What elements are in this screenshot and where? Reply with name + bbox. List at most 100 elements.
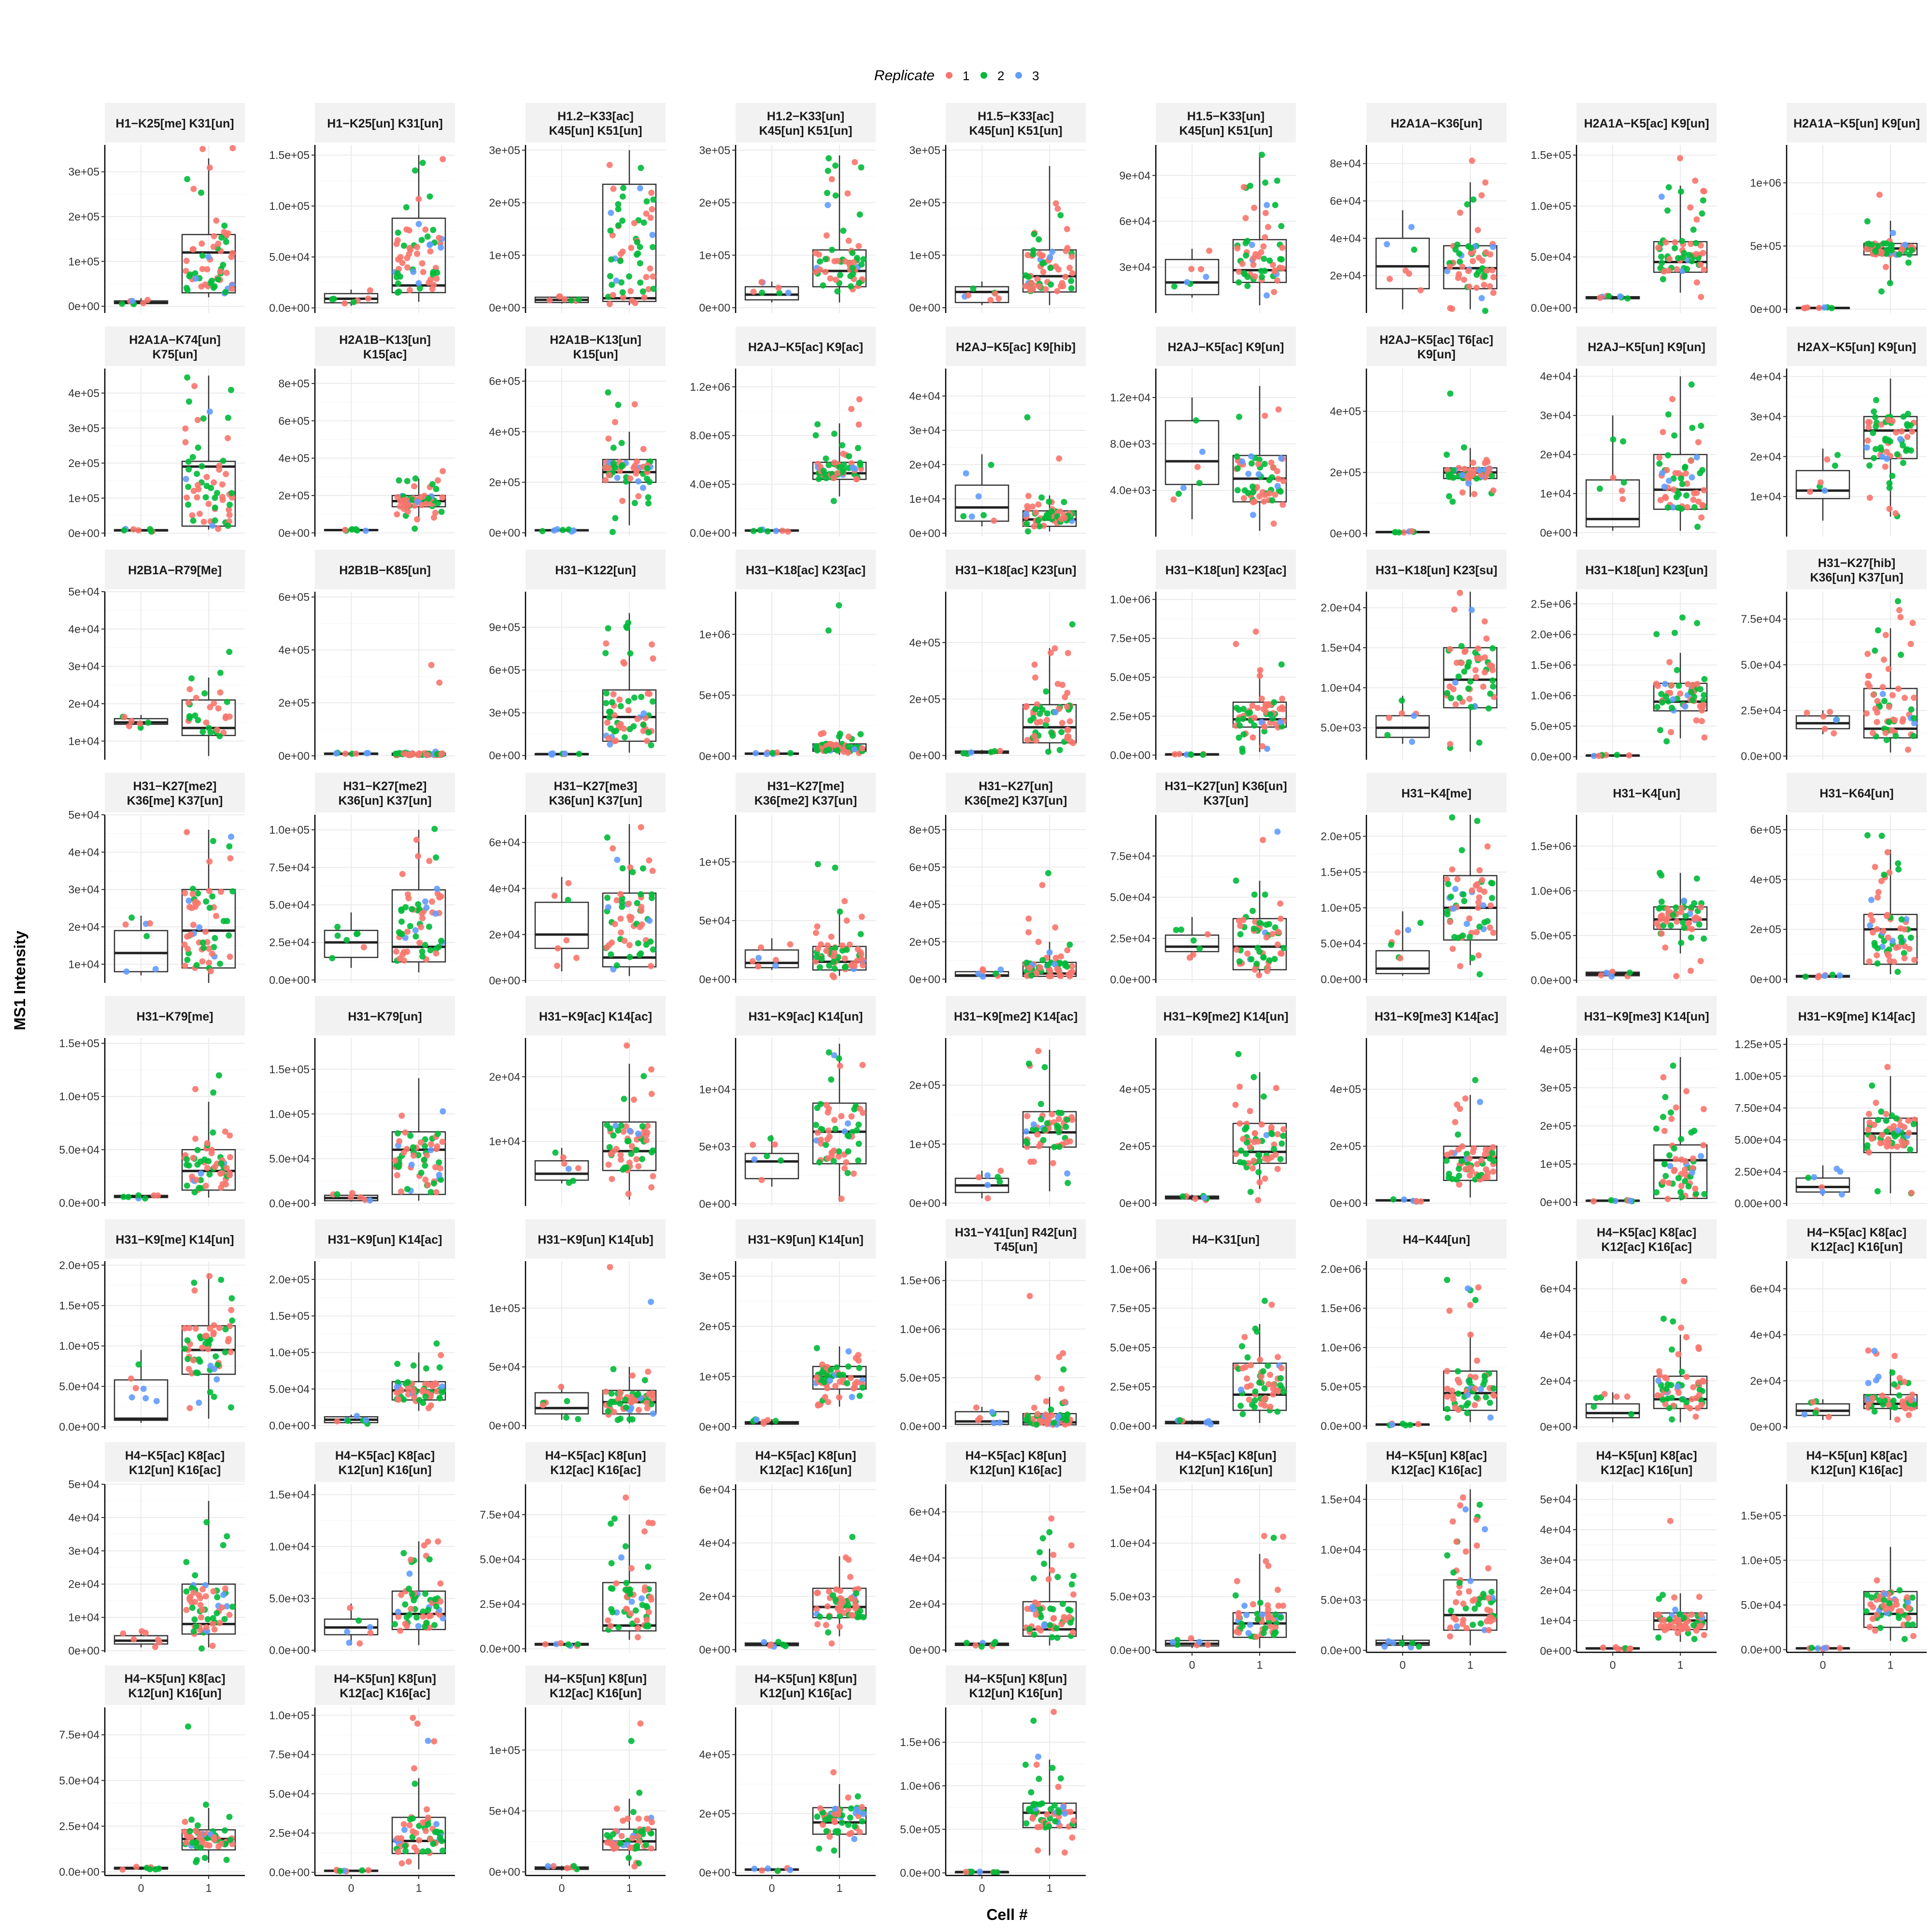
- data-point: [1455, 673, 1462, 680]
- data-point: [1056, 455, 1063, 462]
- data-point: [1234, 465, 1241, 472]
- data-point: [1485, 705, 1492, 712]
- data-point: [1701, 734, 1708, 741]
- data-point: [1259, 273, 1265, 280]
- data-point: [1406, 270, 1412, 277]
- y-tick-label: 2.0e+05: [1321, 830, 1361, 842]
- data-point: [1477, 971, 1483, 978]
- data-point: [1237, 1386, 1244, 1393]
- data-point: [1452, 886, 1459, 893]
- data-point: [1700, 1142, 1707, 1149]
- data-point: [620, 659, 627, 666]
- data-point: [823, 232, 830, 239]
- legend-key-1: [946, 72, 952, 79]
- data-point: [860, 962, 867, 969]
- data-point: [1274, 1408, 1281, 1415]
- data-point: [556, 293, 563, 300]
- data-point: [628, 244, 635, 251]
- data-point: [1701, 692, 1707, 698]
- data-point: [1262, 724, 1268, 730]
- data-point: [830, 475, 837, 482]
- data-point: [645, 1368, 652, 1375]
- data-point: [1475, 1284, 1482, 1291]
- data-point: [856, 396, 863, 403]
- data-point: [1475, 227, 1481, 233]
- data-point: [825, 1049, 832, 1056]
- data-point: [190, 922, 197, 928]
- data-point: [610, 691, 617, 697]
- data-point: [839, 442, 846, 449]
- data-point: [393, 241, 400, 247]
- data-point: [147, 526, 154, 533]
- facet-strip: [736, 550, 876, 589]
- y-tick-label: 2.5e+05: [1110, 1380, 1151, 1393]
- data-point: [1259, 152, 1265, 158]
- data-point: [440, 1108, 446, 1115]
- data-point: [1458, 643, 1465, 650]
- data-point: [398, 1188, 405, 1195]
- y-tick-label: 1.0e+06: [1321, 1341, 1361, 1354]
- data-point: [992, 290, 998, 297]
- data-point: [623, 1404, 629, 1411]
- data-point: [830, 497, 837, 504]
- data-point: [1457, 963, 1463, 969]
- data-point: [1697, 242, 1704, 249]
- data-point: [1619, 496, 1626, 502]
- data-point: [1481, 888, 1488, 895]
- data-point: [621, 725, 627, 732]
- data-point: [1676, 682, 1682, 689]
- y-tick-label: 0e+00: [909, 749, 940, 762]
- data-point: [827, 275, 834, 282]
- data-point: [831, 974, 838, 980]
- data-point: [224, 918, 230, 924]
- data-point: [1069, 968, 1076, 975]
- data-point: [1244, 273, 1251, 280]
- data-point: [750, 288, 757, 295]
- data-point: [1450, 686, 1457, 693]
- data-point: [202, 281, 209, 288]
- data-point: [824, 1385, 831, 1392]
- data-point: [409, 497, 416, 503]
- y-tick-label: 1.0e+05: [59, 1340, 99, 1352]
- data-point: [771, 1141, 778, 1148]
- facet-title: H1.5−K33[un]: [1187, 110, 1264, 123]
- data-point: [329, 296, 336, 303]
- data-point: [540, 1402, 546, 1408]
- data-point: [211, 1366, 217, 1373]
- data-point: [1865, 419, 1872, 426]
- data-point: [565, 1165, 572, 1172]
- data-point: [1069, 270, 1076, 277]
- data-point: [1034, 1131, 1041, 1138]
- data-point: [1661, 1161, 1668, 1167]
- data-point: [1678, 1136, 1685, 1142]
- data-point: [225, 435, 231, 441]
- data-point: [400, 242, 407, 249]
- data-point: [750, 1141, 756, 1148]
- data-point: [194, 1161, 201, 1168]
- facet-strip: [946, 550, 1086, 589]
- data-point: [228, 285, 235, 292]
- facet-title: H31−K27[un]: [979, 780, 1053, 793]
- data-point: [199, 958, 206, 965]
- data-point: [1171, 283, 1178, 290]
- data-point: [415, 853, 422, 860]
- y-tick-label: 1e+05: [68, 255, 99, 268]
- data-point: [1689, 425, 1696, 431]
- data-point: [1478, 295, 1485, 301]
- data-point: [424, 752, 431, 758]
- data-point: [1699, 210, 1705, 217]
- data-point: [429, 1383, 436, 1390]
- data-point: [1682, 913, 1689, 920]
- data-point: [423, 1365, 429, 1372]
- data-point: [1878, 249, 1885, 256]
- data-point: [1802, 973, 1809, 980]
- legend-label-1: 1: [963, 69, 969, 83]
- data-point: [433, 950, 440, 957]
- data-point: [417, 1139, 424, 1146]
- data-point: [1890, 958, 1897, 965]
- data-point: [1026, 1293, 1033, 1299]
- y-tick-label: 1e+05: [489, 249, 520, 261]
- data-point: [193, 695, 199, 701]
- data-point: [827, 1366, 834, 1373]
- data-point: [1658, 691, 1665, 697]
